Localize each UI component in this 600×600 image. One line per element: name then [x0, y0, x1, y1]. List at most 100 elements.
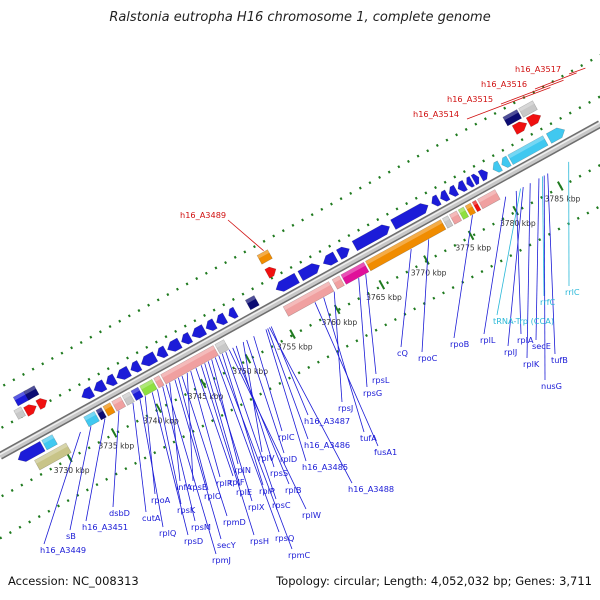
gene-lower-2	[41, 434, 58, 451]
leader-line	[507, 187, 524, 347]
gene-label: rplP	[259, 486, 275, 496]
gene-label: rplF	[229, 477, 245, 487]
leader-line	[466, 87, 551, 120]
gene-label: rpmD	[223, 517, 246, 527]
gene-label: tufA	[360, 433, 377, 443]
gene-upper-19	[351, 224, 391, 252]
gene-label: h16_A3515	[447, 94, 493, 104]
chromosome-backbone	[0, 120, 600, 460]
kbp-tick-label: 3750 kbp	[232, 367, 268, 376]
leader-line	[235, 345, 275, 468]
leader-line	[181, 375, 228, 517]
gene-label: rpsS	[270, 468, 288, 478]
gene-lower-1	[17, 441, 46, 462]
leader-line	[112, 410, 120, 508]
leader-line	[500, 79, 564, 105]
kbp-tick-mark	[200, 378, 207, 389]
leader-line	[139, 399, 164, 528]
gene-label: rplW	[302, 510, 321, 520]
backbone-highlight	[0, 121, 600, 456]
gene-lower-5	[95, 407, 107, 421]
gene-label: nusG	[541, 381, 562, 391]
gene-label: rplJ	[504, 347, 517, 357]
gene-lower-20	[457, 206, 470, 220]
leader-line	[214, 357, 280, 533]
leader-line	[547, 173, 556, 355]
gene-labels: h16_A3517 h16_A3516 h16_A3515 h16_A3514 h16_…	[40, 64, 580, 565]
backbone-line	[0, 121, 600, 459]
gene-lower-13	[214, 339, 230, 355]
leader-line	[358, 278, 368, 388]
gene-upper-9	[181, 331, 194, 345]
gene-upper-24	[457, 179, 468, 193]
kbp-tick-label: 3770 kbp	[411, 268, 447, 277]
gene-label: sB	[66, 531, 76, 541]
gene-lower-18	[442, 215, 454, 229]
gene-upper-21	[431, 194, 442, 207]
accession-text: Accession: NC_008313	[8, 574, 139, 588]
leader-line	[453, 215, 473, 339]
gene-outer-5	[35, 398, 48, 410]
gene-label: rpsD	[184, 536, 203, 546]
gene-label: h16_A3449	[40, 545, 86, 555]
leader-line	[535, 178, 540, 341]
kbp-tick-mark	[423, 255, 430, 265]
leader-line	[200, 365, 255, 536]
gene-label: tRNA-Trp (CCA)	[493, 316, 554, 326]
gene-upper-14	[244, 295, 260, 311]
kbp-tick-label: 3785 kbp	[545, 194, 581, 203]
leader-line	[534, 72, 577, 90]
leader-line	[144, 396, 156, 495]
gene-upper-10	[191, 324, 208, 339]
gene-upper-29	[501, 155, 512, 168]
leader-line	[174, 379, 222, 540]
gene-upper-27	[477, 169, 488, 182]
leader-line	[43, 431, 81, 545]
gene-label: rplB	[285, 485, 302, 495]
leader-line	[421, 239, 430, 353]
gene-lower-4	[83, 410, 100, 428]
gene-lower-22	[471, 199, 482, 213]
kbp-tick-label: 3730 kbp	[54, 466, 90, 475]
gene-label: h16_A3487	[304, 416, 350, 426]
gene-upper-6	[140, 351, 159, 367]
gene-outer-4	[23, 404, 37, 417]
gene-label: infA	[176, 482, 192, 492]
gene-outer-9	[525, 113, 542, 128]
gene-upper-30	[507, 135, 549, 166]
gene-label: cQ	[397, 348, 408, 358]
gene-label: rpsC	[272, 500, 291, 510]
gene-features	[12, 100, 566, 471]
gene-label: rplD	[280, 454, 297, 464]
gene-label: rplA	[517, 335, 534, 345]
gene-upper-31	[545, 127, 566, 144]
leader-line	[218, 355, 293, 550]
gene-upper-18	[335, 246, 350, 260]
leader-line	[568, 67, 586, 75]
gene-upper-2	[93, 379, 108, 393]
leader-line	[207, 361, 253, 502]
gene-label: h16_A3488	[348, 484, 394, 494]
kbp-tick-label: 3760 kbp	[321, 318, 357, 327]
gene-h16-A3489-b	[264, 266, 277, 279]
gene-label: rplK	[523, 359, 540, 369]
gene-label: rrlC	[565, 287, 580, 297]
gene-lower-11	[153, 375, 165, 389]
dot-guide-4	[0, 204, 600, 540]
leader-line	[151, 392, 189, 536]
gene-upper-4	[116, 365, 132, 380]
leader-line	[269, 327, 353, 484]
gene-h16-A3489-a	[256, 249, 273, 265]
leader-line	[526, 183, 531, 359]
gene-lower-23	[477, 189, 501, 210]
gene-label: rplO	[204, 491, 221, 501]
dot-guide-2	[0, 95, 600, 430]
kbp-tick-mark	[155, 403, 162, 414]
gene-upper-28	[492, 160, 503, 173]
leader-line	[242, 341, 263, 453]
gene-upper-23	[448, 184, 460, 197]
gene-lower-6	[102, 402, 116, 417]
gene-label: tufB	[551, 355, 568, 365]
gene-label: h16_A3485	[302, 462, 348, 472]
